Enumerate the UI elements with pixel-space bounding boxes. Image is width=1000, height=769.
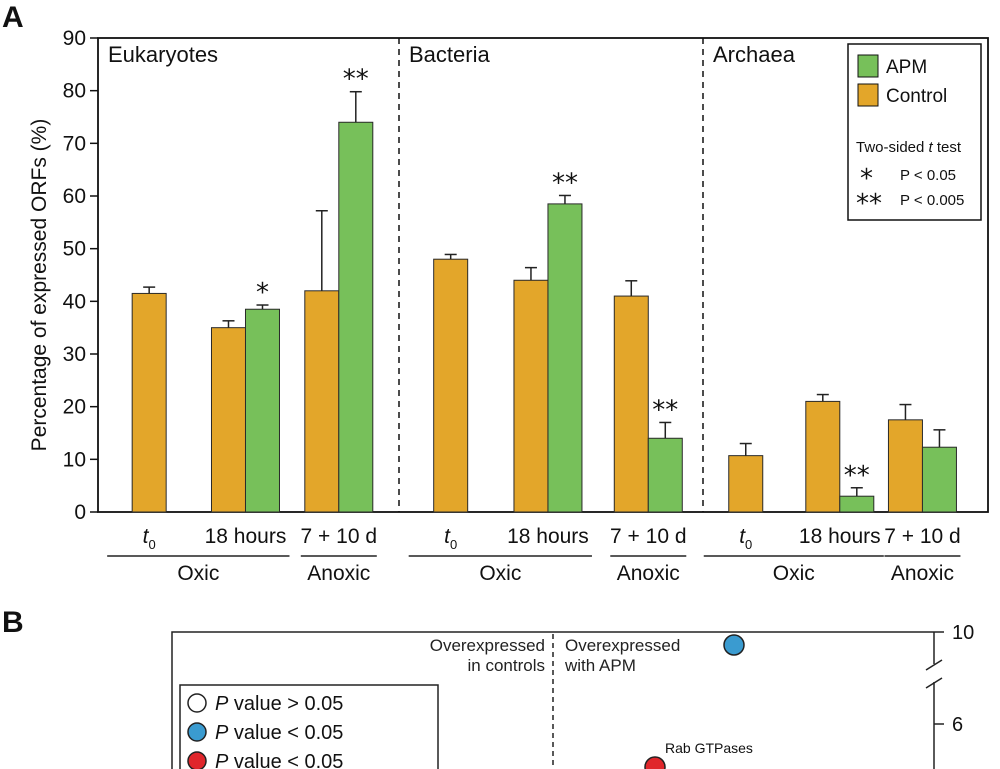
right-region-line2: with APM: [564, 656, 636, 675]
panel-b-tick-label-6: 6: [952, 714, 963, 736]
bar-control: [210, 327, 246, 513]
bar-apm: [921, 446, 957, 513]
y-axis-label: Percentage of expressed ORFs (%): [28, 119, 51, 452]
category-label: t0: [444, 525, 457, 552]
right-region-line1: Overexpressed: [565, 636, 680, 655]
category-label: 7 + 10 d: [610, 525, 686, 548]
bar-control: [613, 295, 649, 513]
bar-apm: [647, 437, 683, 513]
panel-a-letter: A: [2, 1, 24, 34]
category-label: 18 hours: [799, 525, 881, 548]
significance-marker: **: [844, 461, 870, 491]
legend-blue-circle: [187, 722, 207, 742]
axis-break-mark-2: [925, 677, 943, 689]
legend-sig2-label: P < 0.005: [900, 192, 964, 209]
anoxic-label: Anoxic: [307, 562, 370, 585]
category-label: 18 hours: [205, 525, 287, 548]
y-tick-label: 80: [63, 80, 86, 103]
legend-white-circle: [187, 693, 207, 713]
legend-test-title: Two-sided t test: [856, 139, 962, 156]
y-tick-label: 70: [63, 132, 86, 155]
oxic-label: Oxic: [479, 562, 521, 585]
legend-control-swatch: [857, 83, 879, 107]
panel-b-tick-label-10: 10: [952, 622, 974, 644]
blue-point: [723, 634, 745, 656]
legend-apm-label: APM: [886, 57, 927, 78]
y-tick-label: 0: [74, 501, 86, 524]
significance-marker: **: [552, 168, 578, 198]
category-label: t0: [739, 525, 752, 552]
bar-control: [728, 455, 764, 513]
panel-b-frame: [171, 631, 934, 769]
legend-sig2-symbol: **: [856, 189, 882, 219]
category-label: 7 + 10 d: [884, 525, 960, 548]
y-tick-label: 90: [63, 27, 86, 50]
legend-control-label: Control: [886, 86, 947, 107]
bar-apm: [244, 308, 280, 513]
group-label: Eukaryotes: [108, 42, 218, 67]
category-label: 18 hours: [507, 525, 589, 548]
panel-b: B 10 6 Overexpressed in controls Overexp…: [2, 606, 974, 769]
y-tick-label: 20: [63, 396, 86, 419]
oxic-label: Oxic: [177, 562, 219, 585]
legend-b-item-3: P value < 0.05: [215, 751, 343, 769]
bar-apm: [338, 121, 374, 513]
left-region-line1: Overexpressed: [430, 636, 545, 655]
y-tick-label: 60: [63, 185, 86, 208]
y-tick-label: 30: [63, 343, 86, 366]
significance-marker: *: [256, 278, 269, 308]
red-point: [644, 756, 666, 769]
category-label: 7 + 10 d: [301, 525, 377, 548]
panel-a-legend: APM Control Two-sided t test * P < 0.05 …: [847, 43, 982, 221]
y-tick-label: 40: [63, 290, 86, 313]
anoxic-label: Anoxic: [617, 562, 680, 585]
significance-marker: **: [652, 395, 678, 425]
bar-apm: [839, 495, 875, 513]
legend-apm-swatch: [857, 54, 879, 78]
bar-control: [304, 290, 340, 513]
significance-marker: **: [343, 65, 369, 95]
panel-a-chart: 0 10 20 30 40 50 60 70 80 90 Eukaryotes t0 * 18 hours…: [63, 27, 989, 585]
bar-control: [887, 419, 923, 513]
legend-b-item-2: P value < 0.05: [215, 722, 343, 744]
legend-b-item-1: P value > 0.05: [215, 693, 343, 715]
group-label: Archaea: [713, 42, 796, 67]
bar-control: [805, 400, 841, 513]
group-label: Bacteria: [409, 42, 490, 67]
bar-control: [131, 292, 167, 513]
panel-b-legend-box: [179, 684, 439, 769]
bar-control: [513, 279, 549, 513]
legend-sig1-label: P < 0.05: [900, 167, 956, 184]
bar-apm: [547, 203, 583, 513]
axis-break-mark-1: [925, 659, 943, 671]
legend-red-circle: [187, 751, 207, 769]
panel-b-letter: B: [2, 606, 24, 639]
anoxic-label: Anoxic: [891, 562, 954, 585]
y-tick-label: 50: [63, 238, 86, 261]
rab-gtpases-annotation: Rab GTPases: [665, 740, 753, 756]
category-label: t0: [143, 525, 156, 552]
legend-sig1-symbol: *: [860, 164, 873, 194]
bar-control: [433, 258, 469, 513]
oxic-label: Oxic: [773, 562, 815, 585]
y-tick-label: 10: [63, 448, 86, 471]
left-region-line2: in controls: [468, 656, 545, 675]
